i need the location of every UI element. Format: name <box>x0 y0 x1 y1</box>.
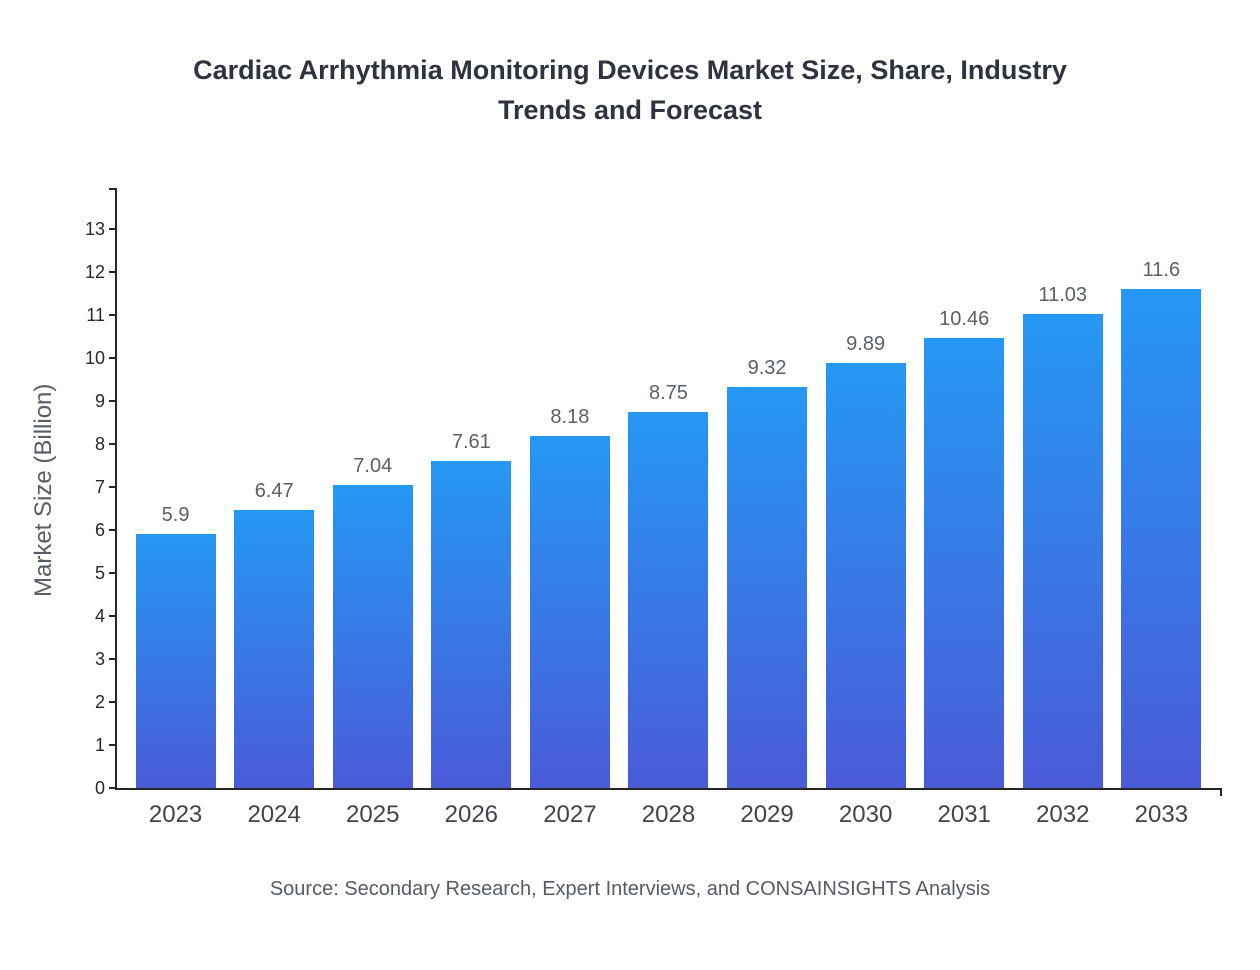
bar <box>332 485 413 788</box>
y-tick-label: 11 <box>86 305 105 325</box>
bar <box>727 387 808 788</box>
chart-title: Cardiac Arrhythmia Monitoring Devices Ma… <box>193 55 1067 125</box>
y-tick-mark <box>109 400 117 402</box>
x-tick-label: 2030 <box>838 801 893 828</box>
y-tick-mark <box>109 701 117 703</box>
bar-group: 8.18 2027 <box>529 190 610 828</box>
x-tick-label: 2033 <box>1134 801 1189 828</box>
x-tick-label: 2032 <box>1036 801 1090 828</box>
source-text: Source: Secondary Research, Expert Inter… <box>269 878 991 900</box>
bar-value-label: 8.75 <box>649 381 688 404</box>
bar-group: 11.03 2032 <box>1022 190 1103 828</box>
bar <box>234 509 315 788</box>
y-tick-mark <box>109 314 117 316</box>
y-tick-label: 1 <box>94 735 105 755</box>
x-tick-label: 2023 <box>148 801 203 828</box>
bar-group: 7.61 2026 <box>431 190 512 828</box>
y-axis-label: Market Size (Billion) <box>30 383 57 597</box>
bar <box>431 460 512 788</box>
y-tick-mark <box>109 443 117 445</box>
x-tick-label: 2028 <box>641 801 696 828</box>
bar-group: 11.6 2033 <box>1121 190 1202 828</box>
x-tick-label: 2026 <box>444 801 499 828</box>
bar-value-label: 11.6 <box>1142 259 1181 282</box>
x-tick-label: 2029 <box>740 801 794 828</box>
bar-value-label: 6.47 <box>254 479 294 502</box>
bar-group: 10.46 2031 <box>924 190 1005 828</box>
bar <box>924 338 1005 788</box>
y-tick-label: 10 <box>84 348 105 368</box>
y-tick-label: 13 <box>84 219 105 239</box>
chart-page: Cardiac Arrhythmia Monitoring Devices Ma… <box>0 50 1260 970</box>
bar-group: 9.32 2029 <box>727 190 808 828</box>
bar <box>135 534 216 788</box>
x-axis-end-tick <box>1220 788 1222 796</box>
bar-value-label: 11.03 <box>1038 283 1088 306</box>
plot-area: 0 1 2 3 4 5 6 7 8 9 10 11 12 13 5.9 2023 6.47 2024 7.04 20… <box>85 188 1222 828</box>
y-tick-mark <box>109 486 117 488</box>
bar-group: 6.47 2024 <box>234 190 315 828</box>
bar-group: 8.75 2028 <box>628 190 709 828</box>
y-tick-mark <box>109 529 117 531</box>
y-tick-label: 4 <box>94 606 105 626</box>
bar-value-label: 5.9 <box>161 504 190 527</box>
bar-value-label: 10.46 <box>939 308 990 331</box>
y-tick-label: 5 <box>94 563 105 583</box>
bar-value-label: 9.32 <box>747 357 787 380</box>
y-tick-mark <box>109 228 117 230</box>
x-tick-label: 2025 <box>346 801 400 828</box>
y-tick-mark <box>109 615 117 617</box>
y-tick-label: 0 <box>94 778 105 798</box>
y-tick-label: 2 <box>94 692 105 712</box>
y-tick-label: 8 <box>94 434 105 454</box>
y-axis-end-tick <box>109 188 117 190</box>
x-tick-label: 2031 <box>937 801 991 828</box>
y-tick-label: 6 <box>94 520 105 540</box>
y-tick-label: 3 <box>94 649 105 669</box>
y-tick-label: 12 <box>84 262 105 282</box>
bar <box>1022 313 1103 788</box>
bar-group: 5.9 2023 <box>135 190 216 828</box>
bar-value-label: 7.04 <box>353 455 393 478</box>
y-tick-mark <box>109 658 117 660</box>
y-tick-mark <box>109 357 117 359</box>
y-tick-mark <box>109 744 117 746</box>
y-tick-mark <box>109 572 117 574</box>
bar-value-label: 7.61 <box>451 430 491 453</box>
bar-group: 9.89 2030 <box>825 190 906 828</box>
chart-area: Market Size (Billion) 0 1 2 3 4 5 6 7 8 9 10 11 12 13… <box>30 188 1222 828</box>
bar-group: 7.04 2025 <box>332 190 413 828</box>
bar <box>628 411 709 788</box>
y-tick-label: 7 <box>94 477 105 497</box>
y-tick-mark <box>109 271 117 273</box>
bars: 5.9 2023 6.47 2024 7.04 2025 7.61 2026 8.18 2027 8… <box>117 190 1220 828</box>
bar <box>825 362 906 788</box>
x-tick-label: 2024 <box>247 801 301 828</box>
x-tick-label: 2027 <box>543 801 597 828</box>
bar <box>529 436 610 788</box>
bar-value-label: 9.89 <box>846 332 886 355</box>
y-tick-label: 9 <box>94 391 105 411</box>
y-tick-mark <box>109 787 117 789</box>
bar-value-label: 8.18 <box>550 406 590 429</box>
bar <box>1121 289 1202 788</box>
